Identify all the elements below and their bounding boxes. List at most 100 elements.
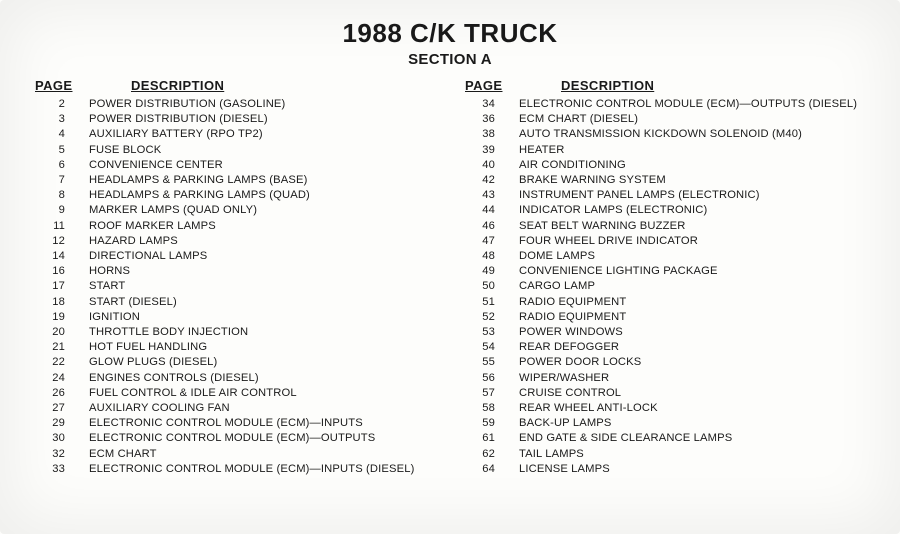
toc-row: 61END GATE & SIDE CLEARANCE LAMPS [465,431,865,446]
toc-page-number: 52 [465,310,519,325]
toc-row: 54REAR DEFOGGER [465,340,865,355]
toc-description: FOUR WHEEL DRIVE INDICATOR [519,234,698,249]
toc-row: 6CONVENIENCE CENTER [35,158,435,173]
toc-description: REAR DEFOGGER [519,340,619,355]
toc-page-number: 49 [465,264,519,279]
toc-row: 62TAIL LAMPS [465,447,865,462]
toc-row: 48DOME LAMPS [465,249,865,264]
toc-page-number: 7 [35,173,89,188]
toc-page-number: 61 [465,431,519,446]
toc-description: THROTTLE BODY INJECTION [89,325,248,340]
toc-row: 17START [35,279,435,294]
toc-description: ROOF MARKER LAMPS [89,219,216,234]
toc-description: END GATE & SIDE CLEARANCE LAMPS [519,431,732,446]
toc-row: 14DIRECTIONAL LAMPS [35,249,435,264]
toc-row: 30ELECTRONIC CONTROL MODULE (ECM)—OUTPUT… [35,431,435,446]
toc-page-number: 39 [465,143,519,158]
toc-page-number: 58 [465,401,519,416]
toc-description: BRAKE WARNING SYSTEM [519,173,666,188]
toc-description: WIPER/WASHER [519,371,609,386]
toc-row: 21HOT FUEL HANDLING [35,340,435,355]
toc-page-number: 36 [465,112,519,127]
toc-row: 2POWER DISTRIBUTION (GASOLINE) [35,97,435,112]
toc-row: 58REAR WHEEL ANTI-LOCK [465,401,865,416]
toc-row: 20THROTTLE BODY INJECTION [35,325,435,340]
toc-description: RADIO EQUIPMENT [519,310,626,325]
toc-page-number: 38 [465,127,519,142]
toc-row: 12HAZARD LAMPS [35,234,435,249]
toc-row: 32ECM CHART [35,447,435,462]
column-header: PAGE DESCRIPTION [35,78,435,93]
toc-row: 33ELECTRONIC CONTROL MODULE (ECM)—INPUTS… [35,462,435,477]
toc-page-number: 64 [465,462,519,477]
toc-description: INDICATOR LAMPS (ELECTRONIC) [519,203,707,218]
toc-right-rows: 34ELECTRONIC CONTROL MODULE (ECM)—OUTPUT… [465,97,865,477]
toc-page-number: 24 [35,371,89,386]
toc-row: 39HEATER [465,143,865,158]
toc-description: ELECTRONIC CONTROL MODULE (ECM)—INPUTS (… [89,462,415,477]
toc-description: RADIO EQUIPMENT [519,295,626,310]
toc-page-number: 54 [465,340,519,355]
toc-description: TAIL LAMPS [519,447,584,462]
toc-page-number: 5 [35,143,89,158]
toc-columns: PAGE DESCRIPTION 2POWER DISTRIBUTION (GA… [42,78,858,477]
toc-row: 7HEADLAMPS & PARKING LAMPS (BASE) [35,173,435,188]
toc-page-number: 30 [35,431,89,446]
toc-page-number: 33 [35,462,89,477]
toc-description: ELECTRONIC CONTROL MODULE (ECM)—OUTPUTS … [519,97,857,112]
toc-page-number: 6 [35,158,89,173]
toc-description: LICENSE LAMPS [519,462,610,477]
toc-row: 44INDICATOR LAMPS (ELECTRONIC) [465,203,865,218]
toc-description: MARKER LAMPS (QUAD ONLY) [89,203,257,218]
toc-row: 64LICENSE LAMPS [465,462,865,477]
toc-page-number: 21 [35,340,89,355]
toc-description: CONVENIENCE CENTER [89,158,223,173]
toc-row: 57CRUISE CONTROL [465,386,865,401]
document-subtitle: SECTION A [42,51,858,68]
toc-description: POWER DOOR LOCKS [519,355,641,370]
document-header: 1988 C/K TRUCK SECTION A [42,18,858,68]
toc-row: 47FOUR WHEEL DRIVE INDICATOR [465,234,865,249]
toc-page-number: 48 [465,249,519,264]
toc-row: 42BRAKE WARNING SYSTEM [465,173,865,188]
toc-row: 38AUTO TRANSMISSION KICKDOWN SOLENOID (M… [465,127,865,142]
toc-right-column: PAGE DESCRIPTION 34ELECTRONIC CONTROL MO… [465,78,865,477]
toc-description: AUTO TRANSMISSION KICKDOWN SOLENOID (M40… [519,127,802,142]
toc-page-number: 32 [35,447,89,462]
toc-description: DIRECTIONAL LAMPS [89,249,207,264]
toc-description: POWER DISTRIBUTION (GASOLINE) [89,97,285,112]
toc-page-number: 9 [35,203,89,218]
description-header-label: DESCRIPTION [87,78,224,93]
toc-row: 52RADIO EQUIPMENT [465,310,865,325]
toc-page-number: 26 [35,386,89,401]
toc-description: START (DIESEL) [89,295,177,310]
toc-page-number: 34 [465,97,519,112]
description-header-label: DESCRIPTION [517,78,654,93]
toc-row: 8HEADLAMPS & PARKING LAMPS (QUAD) [35,188,435,203]
toc-description: ECM CHART (DIESEL) [519,112,638,127]
toc-row: 34ELECTRONIC CONTROL MODULE (ECM)—OUTPUT… [465,97,865,112]
toc-row: 49CONVENIENCE LIGHTING PACKAGE [465,264,865,279]
toc-description: CARGO LAMP [519,279,595,294]
toc-row: 53POWER WINDOWS [465,325,865,340]
toc-row: 43INSTRUMENT PANEL LAMPS (ELECTRONIC) [465,188,865,203]
toc-description: START [89,279,125,294]
toc-description: DOME LAMPS [519,249,595,264]
toc-page-number: 56 [465,371,519,386]
toc-description: HEADLAMPS & PARKING LAMPS (BASE) [89,173,307,188]
toc-page-number: 11 [35,219,89,234]
toc-row: 55POWER DOOR LOCKS [465,355,865,370]
toc-description: AIR CONDITIONING [519,158,626,173]
toc-description: AUXILIARY BATTERY (RPO TP2) [89,127,263,142]
toc-page-number: 16 [35,264,89,279]
toc-description: CONVENIENCE LIGHTING PACKAGE [519,264,718,279]
toc-row: 5FUSE BLOCK [35,143,435,158]
toc-row: 36ECM CHART (DIESEL) [465,112,865,127]
toc-page-number: 18 [35,295,89,310]
toc-description: POWER DISTRIBUTION (DIESEL) [89,112,268,127]
toc-page-number: 57 [465,386,519,401]
toc-page-number: 59 [465,416,519,431]
toc-page-number: 50 [465,279,519,294]
toc-row: 4AUXILIARY BATTERY (RPO TP2) [35,127,435,142]
toc-row: 11ROOF MARKER LAMPS [35,219,435,234]
